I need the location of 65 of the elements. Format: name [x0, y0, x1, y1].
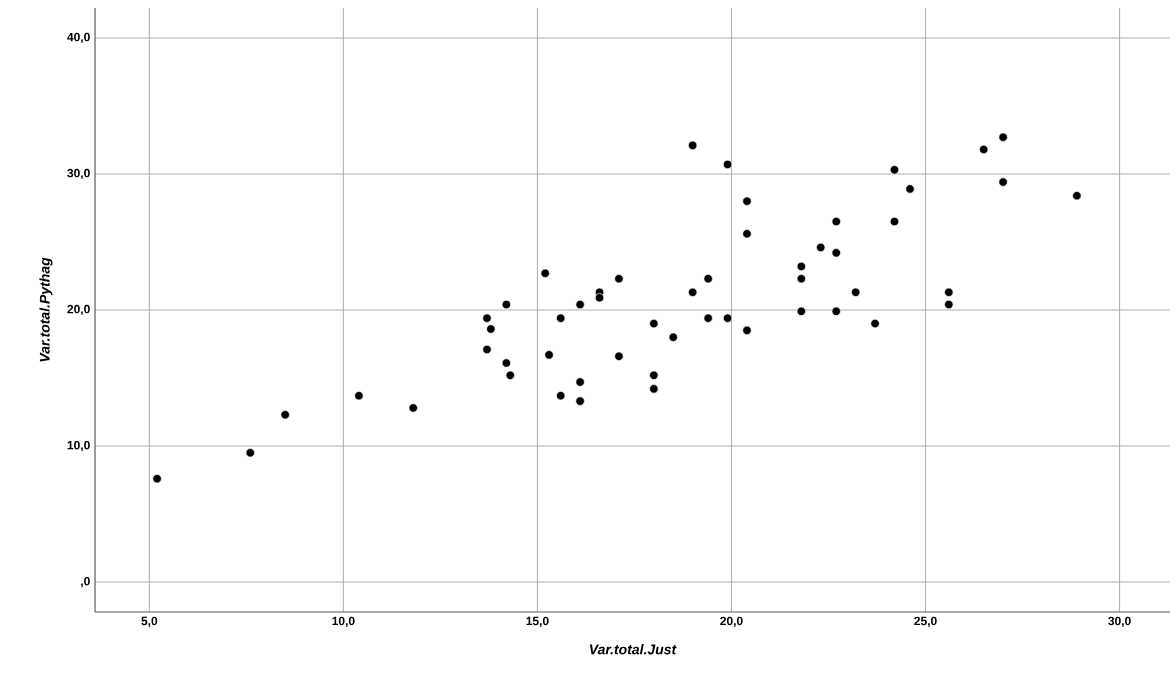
point	[486, 324, 496, 334]
point	[889, 165, 900, 175]
point	[742, 196, 752, 206]
point	[649, 384, 659, 394]
point	[816, 242, 826, 253]
point	[575, 377, 585, 387]
point	[1072, 191, 1082, 201]
point	[614, 274, 624, 284]
point	[796, 261, 806, 272]
point	[703, 313, 713, 323]
point	[649, 370, 659, 380]
point	[998, 132, 1008, 142]
x-tick-label: 15,0	[526, 616, 549, 627]
point	[688, 140, 698, 150]
point	[501, 358, 511, 368]
point	[979, 144, 989, 155]
point	[482, 344, 492, 355]
x-tick-label: 25,0	[914, 616, 937, 627]
point	[540, 268, 550, 278]
y-axis-title: Var.total.Pythag	[39, 257, 53, 362]
point	[408, 403, 418, 413]
point	[889, 216, 900, 227]
point	[594, 293, 605, 303]
point	[831, 216, 841, 227]
point	[796, 306, 806, 316]
point	[703, 274, 713, 284]
point	[722, 159, 733, 170]
point	[742, 325, 752, 335]
point	[722, 313, 733, 323]
point	[280, 410, 290, 420]
x-axis-title: Var.total.Just	[589, 644, 677, 655]
point	[905, 184, 915, 194]
point	[796, 274, 806, 284]
point	[544, 350, 554, 360]
point	[944, 287, 954, 297]
point	[245, 448, 255, 458]
point	[998, 177, 1008, 187]
y-tick-label: ,0	[81, 576, 90, 588]
point	[742, 229, 752, 239]
point	[944, 299, 954, 310]
point	[870, 318, 880, 329]
x-tick-label: 20,0	[720, 616, 743, 627]
point	[505, 370, 515, 380]
point	[649, 318, 659, 329]
y-tick-label: 30,0	[67, 168, 90, 180]
point	[556, 391, 566, 401]
x-tick-label: 30,0	[1108, 616, 1131, 627]
point	[556, 313, 566, 323]
x-tick-label: 10,0	[332, 616, 355, 627]
point	[354, 391, 364, 401]
point	[152, 474, 162, 484]
y-tick-label: 20,0	[67, 304, 90, 316]
point	[831, 306, 841, 316]
y-tick-label: 10,0	[67, 440, 90, 452]
x-tick-label: 5,0	[141, 616, 158, 627]
point	[614, 351, 624, 361]
point	[501, 299, 511, 310]
point	[831, 248, 841, 258]
point	[575, 299, 585, 310]
point	[482, 313, 492, 323]
y-tick-label: 40,0	[67, 32, 90, 44]
point	[688, 287, 698, 297]
point	[575, 396, 585, 406]
point	[851, 287, 861, 297]
point	[668, 332, 678, 342]
